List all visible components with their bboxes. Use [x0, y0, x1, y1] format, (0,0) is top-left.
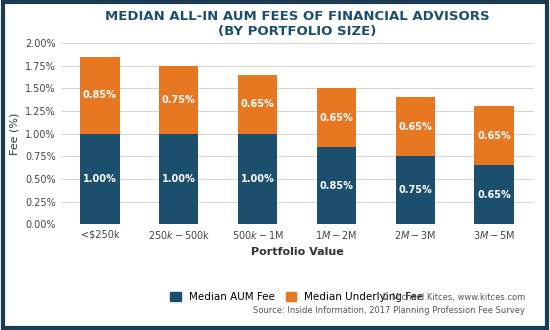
Text: 0.65%: 0.65% — [241, 99, 274, 109]
Text: 0.65%: 0.65% — [398, 122, 432, 132]
Text: 0.75%: 0.75% — [162, 95, 196, 105]
Bar — [317, 147, 356, 224]
Text: 1.00%: 1.00% — [162, 174, 196, 184]
Bar — [238, 134, 277, 224]
Text: 0.85%: 0.85% — [83, 90, 117, 100]
Text: 0.85%: 0.85% — [320, 181, 353, 191]
Text: 0.65%: 0.65% — [477, 131, 511, 141]
Bar — [395, 97, 435, 156]
Text: 1.00%: 1.00% — [83, 174, 117, 184]
Bar — [238, 75, 277, 134]
Text: 0.65%: 0.65% — [477, 190, 511, 200]
Title: MEDIAN ALL-IN AUM FEES OF FINANCIAL ADVISORS
(BY PORTFOLIO SIZE): MEDIAN ALL-IN AUM FEES OF FINANCIAL ADVI… — [104, 10, 490, 38]
Y-axis label: Fee (%): Fee (%) — [9, 113, 19, 155]
Bar — [159, 134, 199, 224]
Text: 0.65%: 0.65% — [320, 113, 353, 123]
Bar — [80, 56, 120, 134]
Bar — [474, 106, 514, 165]
X-axis label: Portfolio Value: Portfolio Value — [251, 247, 343, 257]
Bar — [159, 66, 199, 134]
Text: Source: Inside Information, 2017 Planning Profession Fee Survey: Source: Inside Information, 2017 Plannin… — [253, 306, 525, 315]
Text: 1.00%: 1.00% — [241, 174, 274, 184]
Text: 0.75%: 0.75% — [398, 185, 432, 195]
Text: © Michael Kitces, www.kitces.com: © Michael Kitces, www.kitces.com — [381, 293, 525, 302]
Legend: Median AUM Fee, Median Underlying Fee: Median AUM Fee, Median Underlying Fee — [166, 288, 428, 306]
Bar — [474, 165, 514, 224]
Bar — [395, 156, 435, 224]
Bar — [317, 88, 356, 147]
Bar — [80, 134, 120, 224]
